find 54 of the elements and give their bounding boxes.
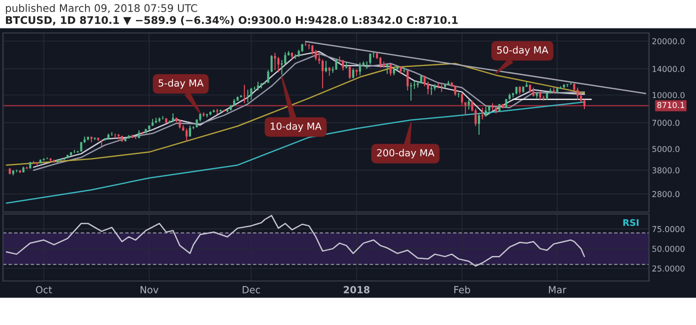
- y-tick-label: 25.0000: [652, 265, 685, 272]
- y-tick-label: 14000.0: [652, 66, 685, 72]
- x-tick-label: Feb: [454, 286, 470, 294]
- candlestick: [178, 118, 181, 129]
- x-tick-label: Oct: [36, 286, 52, 294]
- x-tick-label: Nov: [140, 286, 158, 294]
- y-tick-label: 5000.0: [652, 146, 680, 152]
- annotation: 200-day MA: [377, 148, 434, 158]
- y-tick-label: 7000.0: [652, 120, 680, 126]
- candlestick: [583, 99, 586, 110]
- candlestick: [314, 49, 317, 61]
- candlestick: [342, 59, 344, 72]
- candlestick: [406, 70, 409, 91]
- candlestick: [426, 80, 430, 95]
- y-tick-label: 20000.0: [652, 38, 685, 44]
- line-series: [6, 62, 586, 166]
- candlestick: [324, 60, 328, 73]
- chart-title: published March 09, 2018 07:59 UTC: [6, 4, 198, 14]
- x-tick-label: Mar: [548, 286, 566, 294]
- candlestick: [338, 56, 341, 64]
- candlestick: [348, 66, 351, 80]
- candlestick: [322, 58, 324, 89]
- candlestick: [379, 56, 382, 68]
- y-tick-label: 10000.0: [652, 92, 685, 98]
- chart-subtitle: BTCUSD, 1D 8710.1 ▼ −589.9 (−6.34%) O:9300.0 H:9428.0 L:8342.0 C:8710.1: [6, 16, 458, 26]
- candlestick: [484, 106, 487, 117]
- candlestick: [311, 44, 314, 56]
- candlestick: [250, 87, 252, 100]
- candlestick: [440, 82, 443, 92]
- x-tick-label: Dec: [242, 286, 260, 294]
- candlestick: [358, 62, 362, 76]
- x-tick-label: 2018: [344, 286, 370, 294]
- candlestick: [576, 87, 579, 100]
- candlestick: [468, 99, 470, 110]
- y-tick-label: 75.0000: [652, 226, 685, 232]
- candlestick: [460, 92, 464, 106]
- candlestick: [454, 85, 456, 96]
- annotation: 5-day MA: [158, 79, 204, 89]
- line-series: [6, 101, 586, 204]
- y-tick-label: 3800.0: [652, 167, 680, 174]
- ref-line-label: 8710.1: [657, 102, 684, 108]
- candlestick: [335, 58, 338, 70]
- annotation: 50-day MA: [497, 46, 548, 56]
- candlestick: [478, 112, 480, 136]
- annotation: 10-day MA: [270, 122, 322, 132]
- candlestick: [274, 52, 276, 70]
- annotation: RSI: [623, 219, 638, 226]
- candlestick: [277, 56, 280, 73]
- line-series: [6, 214, 586, 267]
- candlestick: [186, 128, 188, 142]
- y-tick-label: 2800.0: [652, 191, 680, 198]
- y-tick-label: 50.0000: [652, 246, 685, 252]
- candlestick: [352, 68, 354, 79]
- candlestick: [464, 102, 466, 116]
